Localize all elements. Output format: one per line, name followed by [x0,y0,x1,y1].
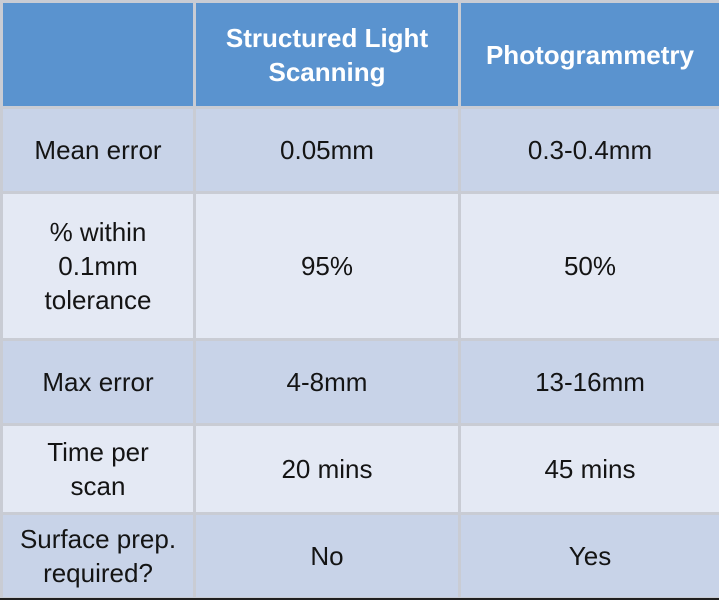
table-row: Surface prep. required? No Yes [3,515,719,597]
row-label-line: 0.1mm [58,251,138,281]
table-row: Mean error 0.05mm 0.3-0.4mm [3,109,719,191]
row-label-line: tolerance [44,285,152,315]
row-label-surface-prep: Surface prep. required? [3,515,193,597]
row-label-time-per-scan: Time per scan [3,426,193,512]
header-line: Structured Light [225,22,429,53]
cell-value: 95% [196,194,458,338]
cell-value: 0.3-0.4mm [461,109,719,191]
row-label-line: Time per [47,437,149,467]
header-row: Structured Light Scanning Photogrammetry [3,3,719,106]
cell-value: 20 mins [196,426,458,512]
row-label-line: Mean error [34,135,162,165]
header-line: Scanning [268,56,386,87]
cell-value: Yes [461,515,719,597]
row-label-line: Surface prep. [19,524,177,554]
header-structured-light: Structured Light Scanning [196,3,458,106]
cell-value: 4-8mm [196,341,458,423]
row-label-line: scan [70,471,126,501]
cell-value: 50% [461,194,719,338]
row-label-tolerance: % within 0.1mm tolerance [3,194,193,338]
row-label-max-error: Max error [3,341,193,423]
cell-value: 13-16mm [461,341,719,423]
header-line: Photogrammetry [485,39,695,70]
header-photogrammetry: Photogrammetry [461,3,719,106]
cell-value: No [196,515,458,597]
table-row: Time per scan 20 mins 45 mins [3,426,719,512]
row-label-mean-error: Mean error [3,109,193,191]
table-row: % within 0.1mm tolerance 95% 50% [3,194,719,338]
row-label-line: Max error [42,367,154,397]
cell-value: 0.05mm [196,109,458,191]
table-row: Max error 4-8mm 13-16mm [3,341,719,423]
header-corner-cell [3,3,193,106]
cell-value: 45 mins [461,426,719,512]
row-label-line: required? [43,558,153,588]
row-label-line: % within [49,217,147,247]
